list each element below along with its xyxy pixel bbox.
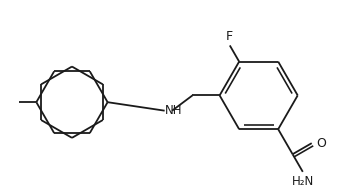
Text: NH: NH [165,104,183,117]
Text: H₂N: H₂N [292,175,314,188]
Text: O: O [316,137,326,150]
Text: F: F [226,30,233,43]
